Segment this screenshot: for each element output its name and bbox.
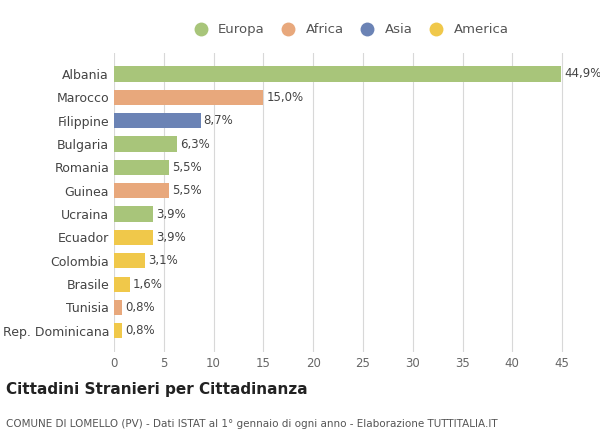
Text: 0,8%: 0,8% bbox=[125, 324, 155, 337]
Bar bbox=[114, 66, 561, 81]
Bar bbox=[114, 323, 122, 338]
Text: 1,6%: 1,6% bbox=[133, 278, 163, 290]
Legend: Europa, Africa, Asia, America: Europa, Africa, Asia, America bbox=[188, 23, 508, 37]
Bar bbox=[114, 276, 130, 292]
Text: 8,7%: 8,7% bbox=[203, 114, 233, 127]
Text: 5,5%: 5,5% bbox=[172, 184, 202, 197]
Text: 3,9%: 3,9% bbox=[156, 231, 185, 244]
Text: 44,9%: 44,9% bbox=[564, 67, 600, 81]
Text: 5,5%: 5,5% bbox=[172, 161, 202, 174]
Bar bbox=[114, 136, 177, 152]
Bar bbox=[114, 206, 153, 222]
Text: 6,3%: 6,3% bbox=[180, 138, 209, 150]
Bar bbox=[114, 183, 169, 198]
Bar bbox=[114, 90, 263, 105]
Text: 15,0%: 15,0% bbox=[266, 91, 304, 104]
Text: COMUNE DI LOMELLO (PV) - Dati ISTAT al 1° gennaio di ogni anno - Elaborazione TU: COMUNE DI LOMELLO (PV) - Dati ISTAT al 1… bbox=[6, 419, 497, 429]
Text: Cittadini Stranieri per Cittadinanza: Cittadini Stranieri per Cittadinanza bbox=[6, 382, 308, 397]
Text: 3,9%: 3,9% bbox=[156, 208, 185, 220]
Bar bbox=[114, 300, 122, 315]
Bar bbox=[114, 230, 153, 245]
Text: 3,1%: 3,1% bbox=[148, 254, 178, 267]
Bar bbox=[114, 160, 169, 175]
Text: 0,8%: 0,8% bbox=[125, 301, 155, 314]
Bar bbox=[114, 253, 145, 268]
Bar bbox=[114, 113, 200, 128]
